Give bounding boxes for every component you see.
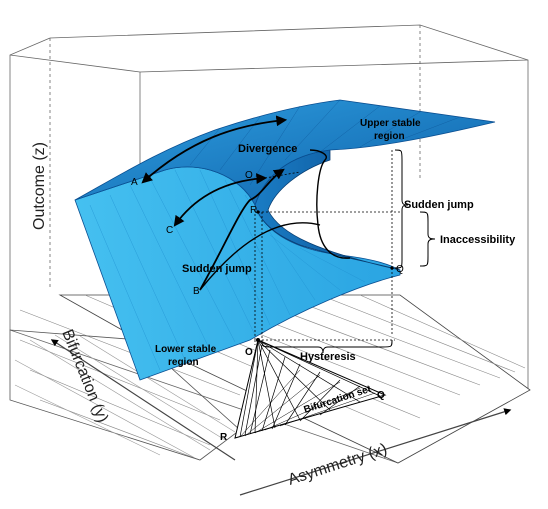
sudden-jump-lower-label: Sudden jump: [182, 263, 252, 275]
lower-region-label-line1: Lower stable: [155, 344, 217, 355]
x-axis-arrow: [239, 408, 512, 496]
bifurcation-set: [234, 339, 387, 439]
point-a-label: A: [131, 177, 138, 188]
base-point-r-label: R: [220, 432, 228, 443]
side-wall: [9, 329, 241, 461]
point-q-label: Q: [396, 264, 404, 275]
point-markers: [256, 210, 394, 342]
trajectories: [141, 115, 351, 291]
y-axis-arrow: [50, 339, 236, 461]
point-c-label: C: [166, 225, 173, 236]
point-r-label: R: [250, 205, 257, 216]
base-point-q-label: Q: [377, 390, 385, 401]
point-o-label: O: [245, 170, 253, 181]
point-b-label: B: [193, 286, 200, 297]
lower-region-label-line2: region: [168, 357, 199, 368]
inaccessibility-label: Inaccessibility: [440, 234, 516, 246]
upper-region-label-line2: region: [374, 131, 405, 142]
x-axis-label: Asymmetry (x): [286, 441, 389, 489]
upper-region-label-line1: Upper stable: [360, 118, 421, 129]
base-point-o-label: O: [245, 347, 253, 358]
sudden-jump-upper-label: Sudden jump: [404, 199, 474, 211]
z-axis-label: Outcome (z): [31, 142, 48, 230]
brackets: [261, 149, 436, 354]
divergence-label: Divergence: [238, 143, 297, 155]
hysteresis-label: Hysteresis: [300, 351, 356, 363]
